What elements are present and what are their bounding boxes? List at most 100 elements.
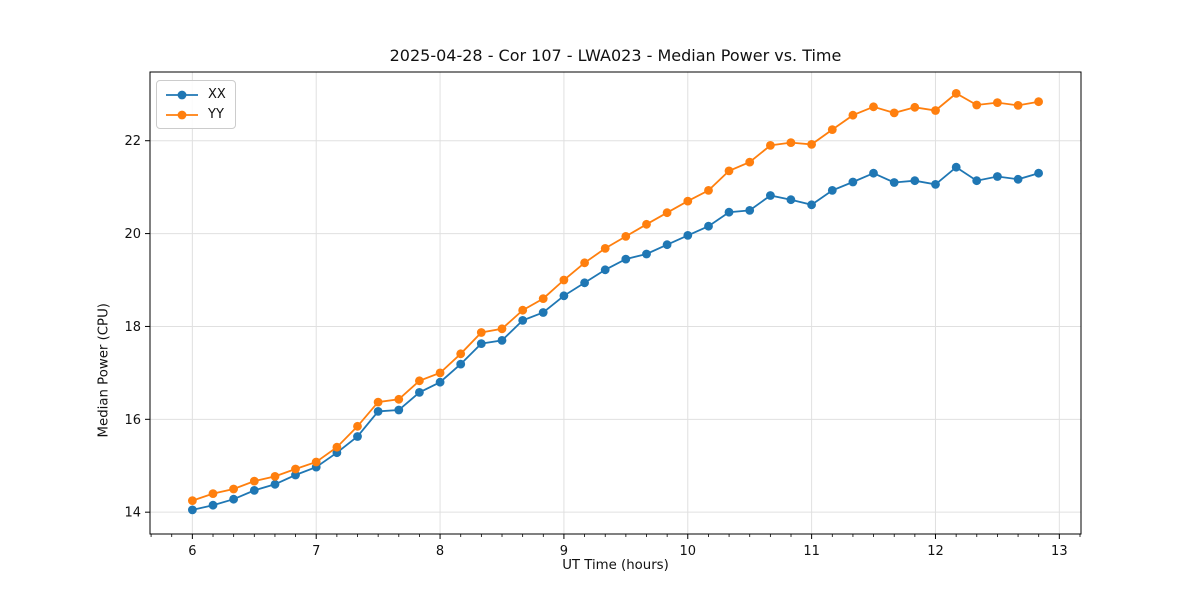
data-point-xx xyxy=(848,177,858,187)
data-point-xx xyxy=(827,186,837,195)
legend: XX YY xyxy=(156,80,236,129)
x-tick-label: 6 xyxy=(188,544,196,559)
x-tick-label: 13 xyxy=(1051,544,1068,559)
data-point-xx xyxy=(229,494,239,504)
data-point-xx xyxy=(394,405,404,415)
data-point-yy xyxy=(353,421,362,431)
data-point-yy xyxy=(249,476,259,486)
data-point-xx xyxy=(766,191,775,200)
data-point-xx xyxy=(600,265,610,275)
data-point-xx xyxy=(621,254,631,264)
legend-label-xx: XX xyxy=(208,87,226,102)
data-point-yy xyxy=(724,166,734,176)
data-point-yy xyxy=(704,186,713,195)
data-point-xx xyxy=(931,180,940,189)
data-point-yy xyxy=(910,102,920,112)
data-point-xx xyxy=(559,291,569,301)
data-point-xx xyxy=(642,249,651,259)
data-point-xx xyxy=(188,505,197,515)
data-point-yy xyxy=(786,138,796,148)
data-point-xx xyxy=(1034,168,1043,178)
data-point-xx xyxy=(497,336,507,345)
data-point-yy xyxy=(476,328,486,337)
data-point-yy xyxy=(580,258,589,268)
data-point-xx xyxy=(476,339,486,348)
data-point-yy xyxy=(1034,97,1043,107)
data-point-yy xyxy=(600,244,610,253)
data-point-yy xyxy=(188,496,197,505)
data-point-yy xyxy=(931,106,940,115)
data-point-yy xyxy=(807,140,816,149)
data-point-xx xyxy=(435,377,445,387)
series-line-yy xyxy=(192,92,1039,502)
data-point-yy xyxy=(559,275,569,285)
chart-title: 2025-04-28 - Cor 107 - LWA023 - Median P… xyxy=(389,46,842,65)
data-point-xx xyxy=(353,432,362,441)
data-point-xx xyxy=(786,195,796,205)
x-tick-label: 9 xyxy=(560,544,568,559)
legend-entry-yy: YY xyxy=(164,105,226,124)
data-point-xx xyxy=(910,176,920,186)
y-tick-label: 20 xyxy=(124,227,141,242)
data-point-xx xyxy=(270,479,280,489)
y-tick-label: 14 xyxy=(124,506,141,521)
data-point-xx xyxy=(972,176,982,186)
x-axis-label: UT Time (hours) xyxy=(562,558,669,573)
data-point-xx xyxy=(889,178,899,187)
data-point-yy xyxy=(435,368,445,378)
data-point-xx xyxy=(951,162,961,172)
data-point-xx xyxy=(662,240,672,250)
data-point-xx xyxy=(208,500,218,510)
data-point-yy xyxy=(270,472,280,481)
data-point-xx xyxy=(249,486,259,495)
x-tick-label: 11 xyxy=(803,544,820,559)
data-point-xx xyxy=(373,407,383,416)
data-point-yy xyxy=(972,100,982,110)
data-point-yy xyxy=(889,108,899,118)
data-point-yy xyxy=(538,294,548,303)
data-point-xx xyxy=(724,207,734,217)
data-point-yy xyxy=(951,89,961,98)
data-point-yy xyxy=(662,208,672,218)
data-point-xx xyxy=(415,388,424,397)
data-point-yy xyxy=(621,232,631,241)
legend-swatch-xx xyxy=(166,90,198,99)
legend-label-yy: YY xyxy=(208,107,224,122)
data-point-yy xyxy=(415,376,424,386)
x-tick-label: 10 xyxy=(679,544,696,559)
data-point-yy xyxy=(456,349,466,359)
data-point-xx xyxy=(745,206,755,215)
series-line-xx xyxy=(192,166,1039,511)
data-point-yy xyxy=(311,457,321,467)
data-point-yy xyxy=(827,125,837,134)
data-point-yy xyxy=(1013,101,1023,110)
data-point-yy xyxy=(394,394,404,404)
axes-frame xyxy=(149,71,1082,535)
data-point-yy xyxy=(869,102,878,112)
data-point-yy xyxy=(332,442,342,452)
data-point-xx xyxy=(538,308,548,317)
data-point-yy xyxy=(766,141,775,150)
data-point-yy xyxy=(291,464,300,474)
data-point-yy xyxy=(683,196,693,206)
data-point-xx xyxy=(807,200,816,210)
y-tick-label: 22 xyxy=(124,134,141,149)
data-point-yy xyxy=(518,305,528,315)
data-point-yy xyxy=(642,219,651,229)
data-point-xx xyxy=(869,168,878,178)
x-tick-label: 7 xyxy=(312,544,320,559)
y-tick-label: 18 xyxy=(124,320,141,335)
x-tick-label: 12 xyxy=(927,544,944,559)
data-point-xx xyxy=(580,278,589,288)
data-point-yy xyxy=(229,484,239,494)
y-tick-label: 16 xyxy=(124,413,141,428)
data-point-xx xyxy=(1013,174,1023,184)
data-point-xx xyxy=(518,316,528,325)
data-point-xx xyxy=(683,231,693,240)
data-point-xx xyxy=(456,359,466,369)
data-point-xx xyxy=(993,172,1002,181)
legend-entry-xx: XX xyxy=(164,85,226,104)
x-tick-label: 8 xyxy=(436,544,444,559)
data-point-yy xyxy=(497,324,507,334)
